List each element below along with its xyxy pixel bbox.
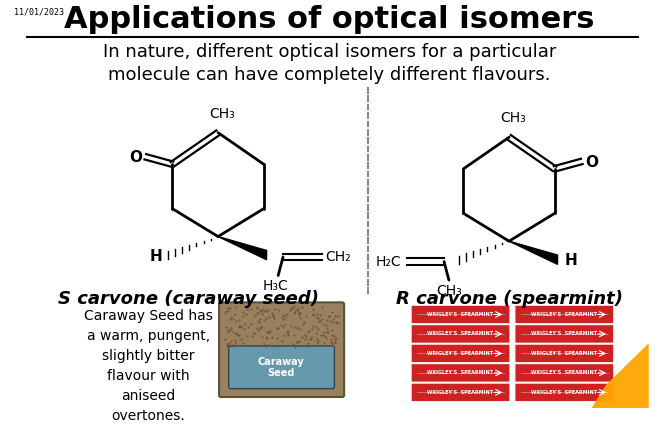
Text: H₂C: H₂C bbox=[376, 255, 401, 268]
Text: WRIGLEY'S  SPEARMINT: WRIGLEY'S SPEARMINT bbox=[531, 390, 598, 395]
Text: CH₂: CH₂ bbox=[326, 250, 351, 264]
Text: 11/01/2023: 11/01/2023 bbox=[14, 7, 65, 16]
Polygon shape bbox=[218, 237, 266, 260]
Text: H: H bbox=[565, 253, 577, 268]
Text: WRIGLEY'S  SPEARMINT: WRIGLEY'S SPEARMINT bbox=[428, 370, 494, 375]
FancyBboxPatch shape bbox=[515, 344, 614, 363]
FancyBboxPatch shape bbox=[515, 363, 614, 382]
Text: WRIGLEY'S  SPEARMINT: WRIGLEY'S SPEARMINT bbox=[428, 390, 494, 395]
Text: CH₃: CH₃ bbox=[500, 111, 526, 125]
FancyBboxPatch shape bbox=[515, 383, 614, 402]
Text: CH₃: CH₃ bbox=[436, 284, 462, 298]
Polygon shape bbox=[592, 343, 648, 408]
Text: O: O bbox=[585, 155, 598, 170]
Text: In nature, different optical isomers for a particular
molecule can have complete: In nature, different optical isomers for… bbox=[103, 43, 556, 84]
Text: WRIGLEY'S  SPEARMINT: WRIGLEY'S SPEARMINT bbox=[428, 331, 494, 337]
Text: Caraway Seed has
a warm, pungent,
slightly bitter
flavour with
aniseed
overtones: Caraway Seed has a warm, pungent, slight… bbox=[84, 309, 213, 423]
FancyBboxPatch shape bbox=[515, 325, 614, 343]
Text: Applications of optical isomers: Applications of optical isomers bbox=[65, 5, 595, 33]
Text: WRIGLEY'S  SPEARMINT: WRIGLEY'S SPEARMINT bbox=[531, 331, 598, 337]
Text: O: O bbox=[129, 150, 142, 165]
Text: WRIGLEY'S  SPEARMINT: WRIGLEY'S SPEARMINT bbox=[428, 351, 494, 356]
FancyBboxPatch shape bbox=[229, 346, 335, 389]
Text: CH₃: CH₃ bbox=[209, 106, 235, 121]
Text: WRIGLEY'S  SPEARMINT: WRIGLEY'S SPEARMINT bbox=[428, 312, 494, 317]
Text: H: H bbox=[150, 249, 162, 264]
FancyBboxPatch shape bbox=[411, 344, 510, 363]
FancyBboxPatch shape bbox=[411, 383, 510, 402]
FancyBboxPatch shape bbox=[515, 305, 614, 324]
Text: WRIGLEY'S  SPEARMINT: WRIGLEY'S SPEARMINT bbox=[531, 351, 598, 356]
Polygon shape bbox=[509, 241, 558, 264]
FancyBboxPatch shape bbox=[411, 305, 510, 324]
Text: H₃C: H₃C bbox=[262, 279, 288, 293]
Text: WRIGLEY'S  SPEARMINT: WRIGLEY'S SPEARMINT bbox=[531, 370, 598, 375]
FancyBboxPatch shape bbox=[411, 325, 510, 343]
Text: R carvone (spearmint): R carvone (spearmint) bbox=[395, 290, 623, 308]
Text: S carvone (caraway seed): S carvone (caraway seed) bbox=[59, 290, 320, 308]
FancyBboxPatch shape bbox=[411, 363, 510, 382]
Text: WRIGLEY'S  SPEARMINT: WRIGLEY'S SPEARMINT bbox=[531, 312, 598, 317]
FancyBboxPatch shape bbox=[219, 302, 344, 397]
Text: Caraway
Seed: Caraway Seed bbox=[258, 356, 304, 378]
